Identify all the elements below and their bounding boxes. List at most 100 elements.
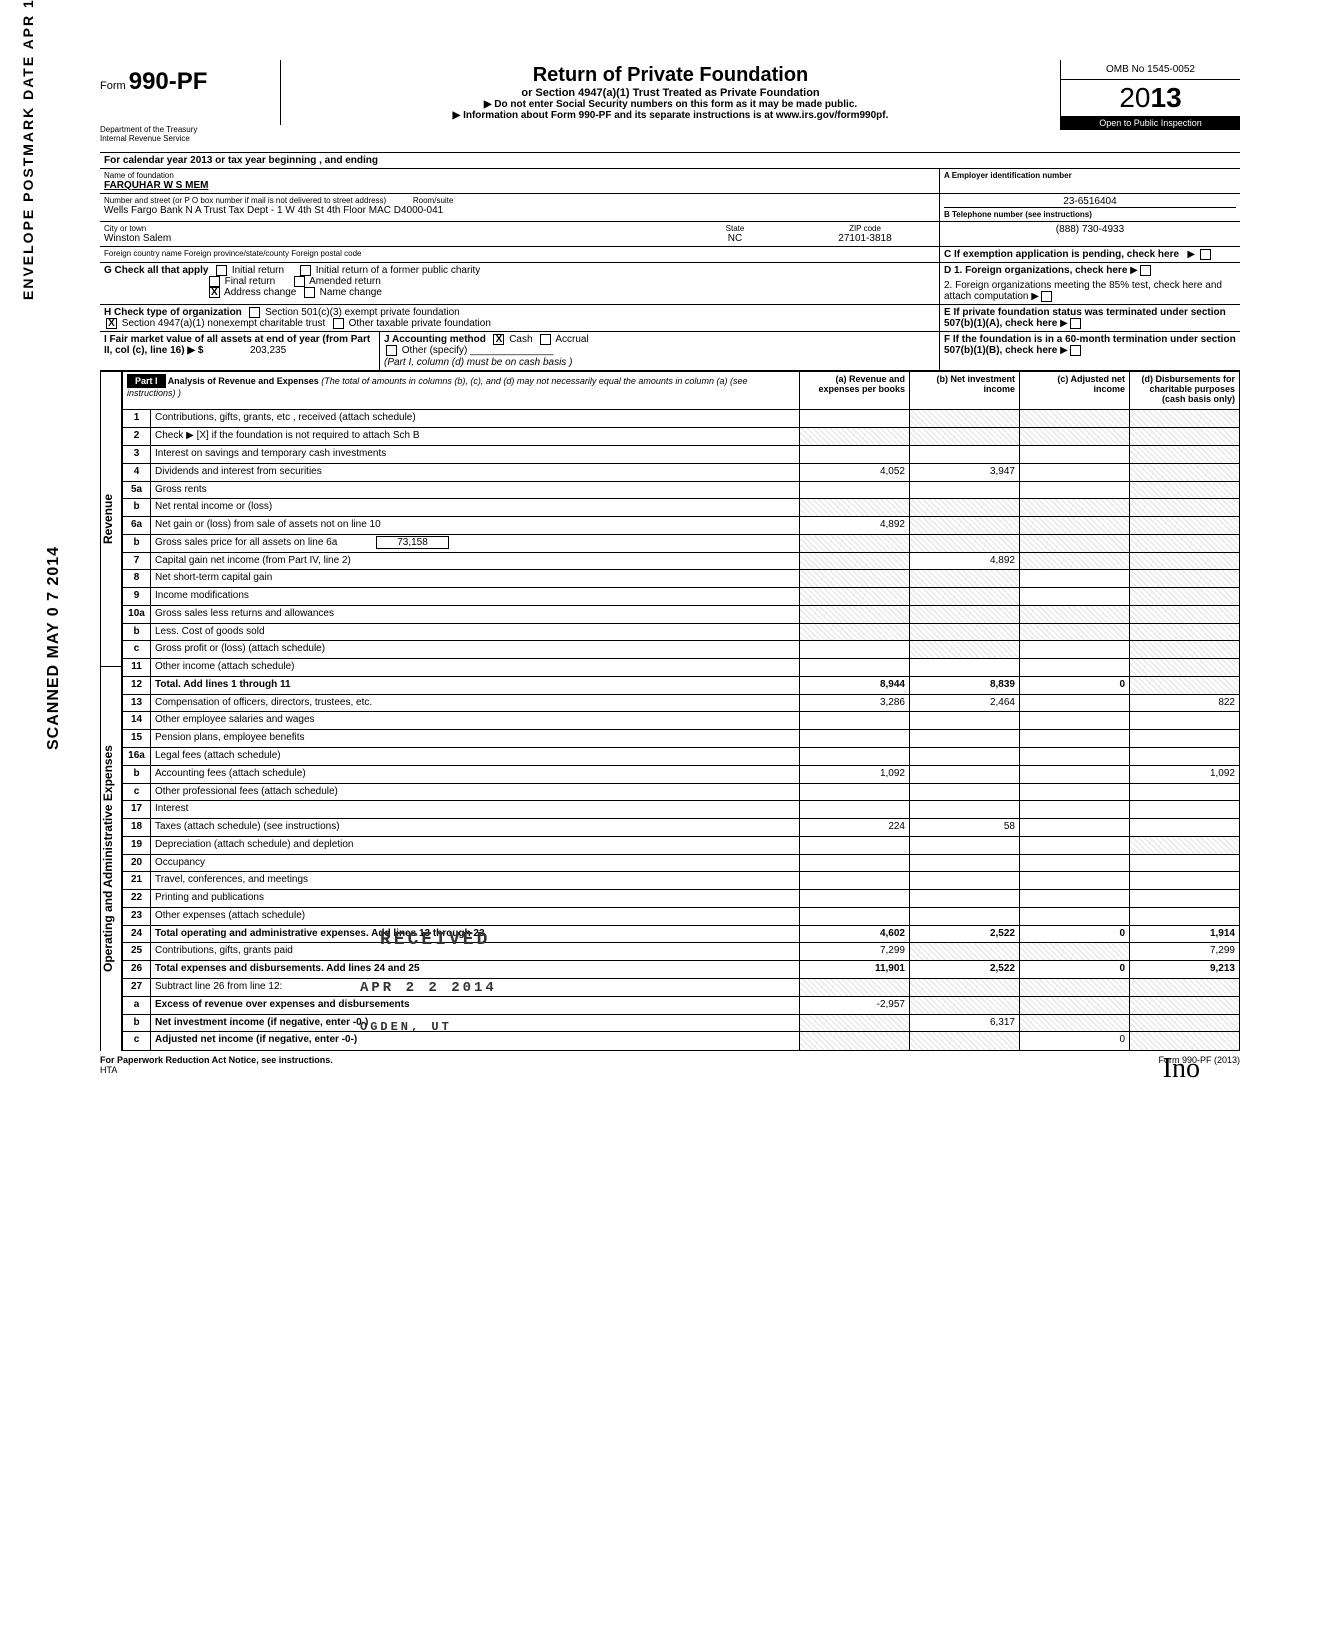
table-row: 20Occupancy [123, 854, 1240, 872]
form-year: 13 [1151, 82, 1182, 113]
revenue-side-label: Revenue [100, 371, 122, 666]
g-final-checkbox[interactable] [209, 276, 220, 287]
table-row: 14Other employee salaries and wages [123, 712, 1240, 730]
d1-label: D 1. Foreign organizations, check here [944, 265, 1127, 276]
g-amended-checkbox[interactable] [294, 276, 305, 287]
d2-checkbox[interactable] [1041, 291, 1052, 302]
table-row: 25Contributions, gifts, grants paid7,299… [123, 943, 1240, 961]
d1-checkbox[interactable] [1140, 265, 1151, 276]
signature: Ino [1163, 1053, 1200, 1085]
table-row: 27Subtract line 26 from line 12: [123, 978, 1240, 996]
g-opt-3: Initial return of a former public charit… [316, 265, 481, 276]
part1-title: Analysis of Revenue and Expenses [168, 376, 319, 386]
e-checkbox[interactable] [1070, 318, 1081, 329]
table-row: cAdjusted net income (if negative, enter… [123, 1032, 1240, 1050]
g-opt-1: Final return [225, 276, 276, 287]
col-d-header: (d) Disbursements for charitable purpose… [1130, 371, 1240, 410]
col-b-header: (b) Net investment income [910, 371, 1020, 410]
table-row: 17Interest [123, 801, 1240, 819]
g-label: G Check all that apply [104, 265, 208, 276]
h-label: H Check type of organization [104, 307, 242, 318]
i-value: 203,235 [206, 345, 286, 356]
table-row: 26Total expenses and disbursements. Add … [123, 961, 1240, 979]
table-row: 10aGross sales less returns and allowanc… [123, 605, 1240, 623]
table-row: 9Income modifications [123, 588, 1240, 606]
foundation-name: FARQUHAR W S MEM [104, 180, 935, 191]
c-label: C If exemption application is pending, c… [944, 249, 1179, 260]
foreign-label: Foreign country name Foreign province/st… [100, 247, 940, 262]
received-date-stamp: APR 2 2 2014 [360, 980, 497, 996]
addr-label: Number and street (or P O box number if … [104, 196, 386, 205]
table-row: 16aLegal fees (attach schedule) [123, 748, 1240, 766]
h-other-checkbox[interactable] [333, 318, 344, 329]
d2-label: 2. Foreign organizations meeting the 85%… [944, 280, 1222, 302]
ogden-stamp: OGDEN, UT [360, 1020, 452, 1034]
table-row: 4Dividends and interest from securities4… [123, 463, 1240, 481]
name-label: Name of foundation [104, 171, 935, 180]
form-header: Form 990-PF Department of the Treasury I… [100, 60, 1240, 153]
table-row: 3Interest on savings and temporary cash … [123, 446, 1240, 464]
j-cash: Cash [509, 334, 532, 345]
table-row: 1Contributions, gifts, grants, etc , rec… [123, 410, 1240, 428]
table-row: bNet rental income or (loss) [123, 499, 1240, 517]
header-line1: Do not enter Social Security numbers on … [494, 99, 857, 110]
g-opt-4: Amended return [309, 276, 381, 287]
h-501c3-checkbox[interactable] [249, 307, 260, 318]
city-label: City or town [104, 224, 675, 233]
table-row: 23Other expenses (attach schedule) [123, 907, 1240, 925]
zip-value: 27101-3818 [795, 233, 935, 244]
table-row: 18Taxes (attach schedule) (see instructi… [123, 819, 1240, 837]
received-stamp: RECEIVED [380, 930, 490, 950]
city-value: Winston Salem [104, 233, 675, 244]
j-accrual-checkbox[interactable] [540, 334, 551, 345]
j-label: J Accounting method [384, 334, 486, 345]
part1-table: Part I Analysis of Revenue and Expenses … [122, 371, 1240, 1051]
tel-value: (888) 730-4933 [940, 222, 1240, 246]
j-note: (Part I, column (d) must be on cash basi… [384, 357, 572, 368]
dept-irs: Internal Revenue Service [100, 135, 280, 144]
table-row: aExcess of revenue over expenses and dis… [123, 996, 1240, 1014]
c-checkbox[interactable] [1200, 249, 1211, 260]
table-row: bNet investment income (if negative, ent… [123, 1014, 1240, 1032]
table-row: 24Total operating and administrative exp… [123, 925, 1240, 943]
g-opt-0: Initial return [232, 265, 284, 276]
g-opt-2: Address change [224, 287, 296, 298]
expenses-side-label: Operating and Administrative Expenses [100, 666, 122, 1051]
scanned-stamp: SCANNED MAY 0 7 2014 [45, 546, 63, 750]
table-row: 15Pension plans, employee benefits [123, 730, 1240, 748]
table-row: 5aGross rents [123, 481, 1240, 499]
col-c-header: (c) Adjusted net income [1020, 371, 1130, 410]
open-inspection: Open to Public Inspection [1061, 116, 1240, 130]
footer-hta: HTA [100, 1065, 117, 1075]
room-label: Room/suite [413, 196, 453, 205]
g-name-checkbox[interactable] [304, 287, 315, 298]
header-line2: Information about Form 990-PF and its se… [463, 110, 888, 121]
table-row: cOther professional fees (attach schedul… [123, 783, 1240, 801]
omb-number: OMB No 1545-0052 [1061, 60, 1240, 80]
j-other-checkbox[interactable] [386, 345, 397, 356]
ein-value: 23-6516404 [944, 196, 1236, 207]
g-former-checkbox[interactable] [300, 265, 311, 276]
part1-label: Part I [127, 374, 166, 388]
tel-label: B Telephone number (see instructions) [944, 207, 1236, 219]
table-row: 11Other income (attach schedule) [123, 659, 1240, 677]
j-other: Other (specify) [402, 346, 468, 357]
h-opt3: Other taxable private foundation [349, 318, 491, 329]
postmark-stamp: ENVELOPE POSTMARK DATE APR 18 2016 [20, 0, 36, 300]
j-accrual: Accrual [555, 334, 588, 345]
ein-label: A Employer identification number [944, 171, 1236, 180]
col-a-header: (a) Revenue and expenses per books [800, 371, 910, 410]
j-cash-checkbox[interactable]: X [493, 334, 504, 345]
state-value: NC [675, 233, 795, 244]
f-checkbox[interactable] [1070, 345, 1081, 356]
h-4947-checkbox[interactable]: X [106, 318, 117, 329]
g-initial-checkbox[interactable] [216, 265, 227, 276]
form-title: Return of Private Foundation [287, 64, 1054, 87]
table-row: 12Total. Add lines 1 through 118,9448,83… [123, 676, 1240, 694]
table-row: 2Check ▶ [X] if the foundation is not re… [123, 428, 1240, 446]
zip-label: ZIP code [795, 224, 935, 233]
e-label: E If private foundation status was termi… [944, 307, 1226, 329]
table-row: cGross profit or (loss) (attach schedule… [123, 641, 1240, 659]
table-row: bGross sales price for all assets on lin… [123, 534, 1240, 552]
g-address-checkbox[interactable]: X [209, 287, 220, 298]
